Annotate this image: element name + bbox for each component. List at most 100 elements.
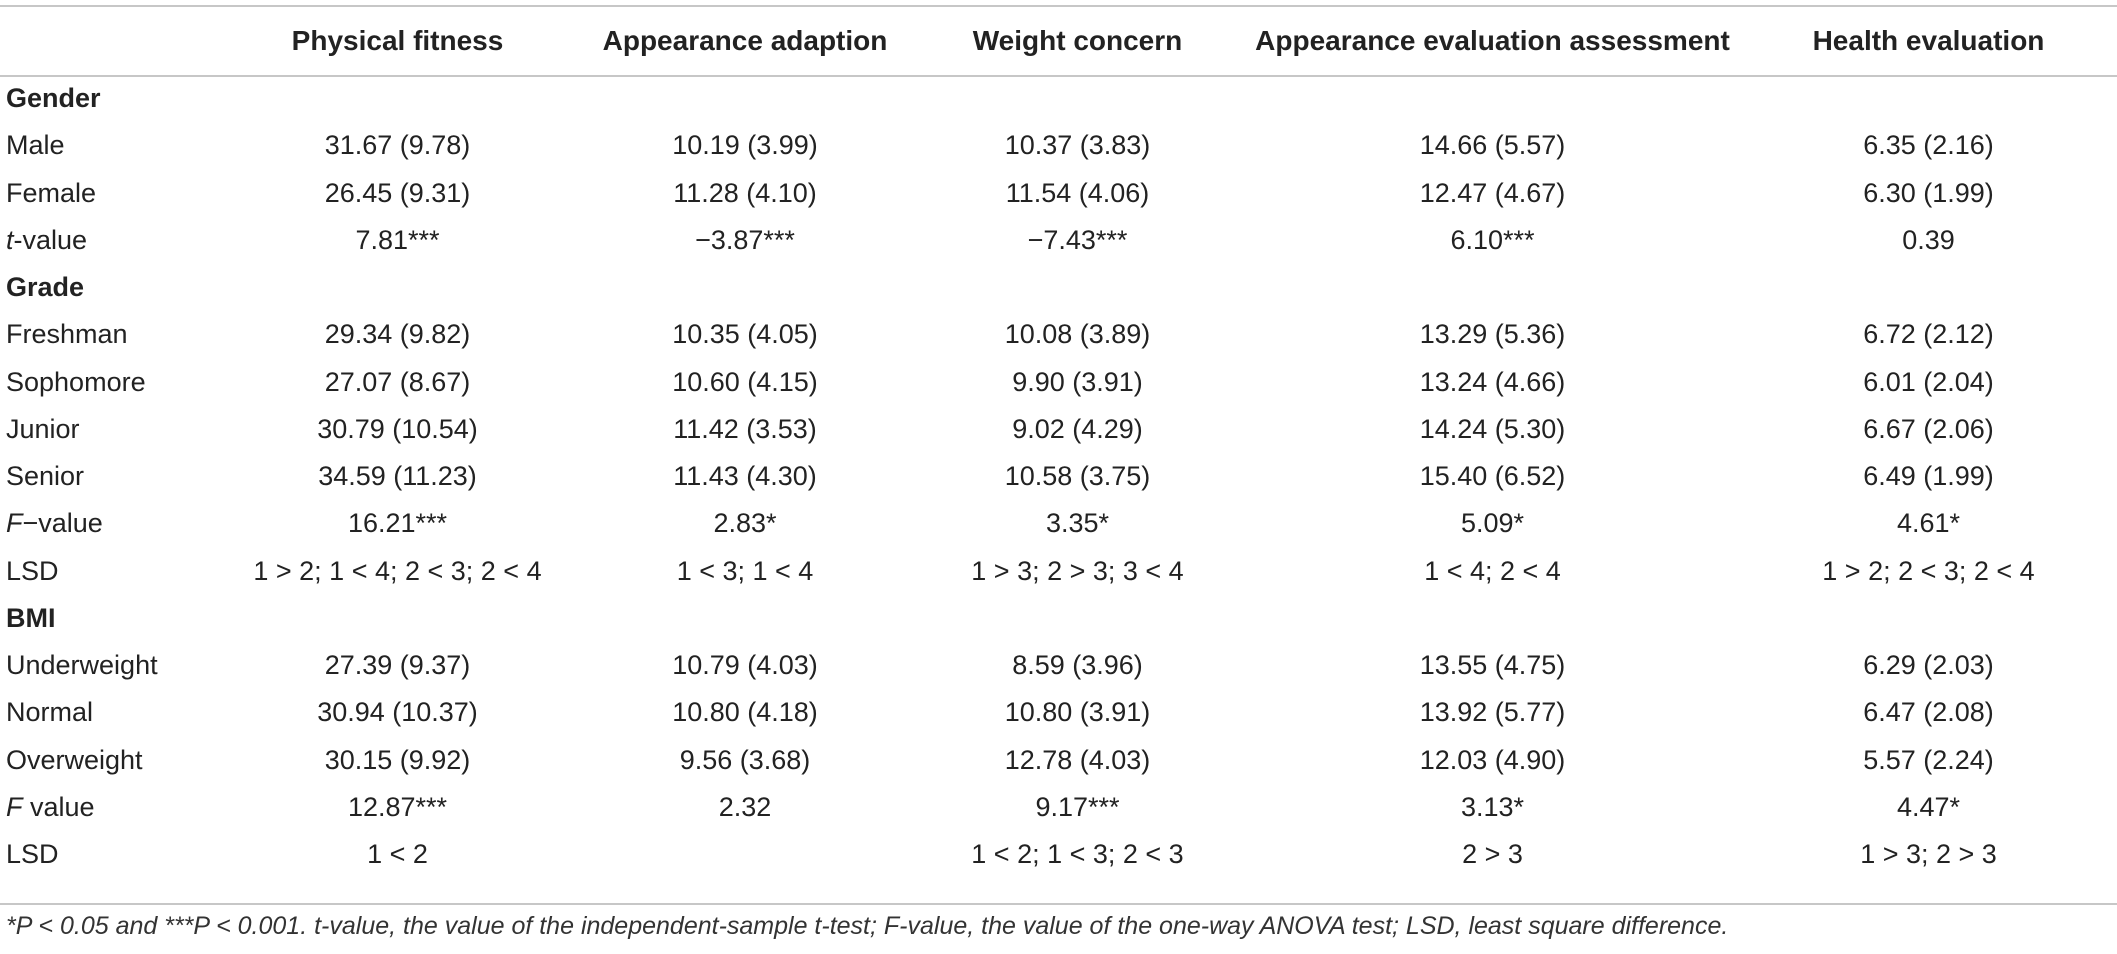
table-cell: 14.24 (5.30) — [1419, 413, 1566, 444]
table-cell — [1740, 75, 2117, 122]
table-cell: 6.29 (2.03) — [1863, 650, 1994, 681]
stat-symbol: F — [6, 791, 23, 822]
table-cell: 13.92 (5.77) — [1419, 697, 1566, 728]
row-label: Normal — [6, 697, 94, 728]
row-label: Female — [6, 177, 97, 208]
table-cell: 0.39 — [1902, 224, 1955, 255]
table-cell: 30.15 (9.92) — [324, 744, 471, 775]
row-label: Junior — [6, 413, 80, 444]
column-header: Physical fitness — [291, 25, 504, 56]
section-row: BMI — [0, 595, 2117, 642]
column-header: Appearance adaption — [602, 25, 888, 56]
table-cell: 11.28 (4.10) — [673, 177, 817, 208]
table-row: Junior 30.79 (10.54) 11.42 (3.53) 9.02 (4.2… — [0, 406, 2117, 453]
row-label: t-value — [0, 217, 215, 264]
table-cell: 26.45 (9.31) — [324, 177, 471, 208]
column-header: Appearance evaluation assessment — [1255, 25, 1730, 56]
table-cell — [910, 264, 1245, 311]
table-cell: 14.66 (5.57) — [1419, 130, 1566, 161]
table-cell: 3.13* — [1460, 791, 1525, 822]
row-label: Senior — [6, 461, 85, 492]
table-cell: 1 < 2; 1 < 3; 2 < 3 — [971, 839, 1184, 870]
table-cell: 10.80 (4.18) — [672, 697, 818, 728]
row-label: Male — [6, 130, 65, 161]
table-cell — [215, 595, 580, 642]
table-row: Female 26.45 (9.31) 11.28 (4.10) 11.54 (4.0… — [0, 170, 2117, 217]
table-cell: 2 > 3 — [1462, 839, 1523, 870]
row-label: LSD — [6, 839, 59, 870]
table-cell — [580, 595, 910, 642]
column-header — [0, 7, 215, 75]
row-label: LSD — [6, 555, 59, 586]
table-cell: 5.09* — [1460, 508, 1525, 539]
table-cell: 1 < 2 — [367, 839, 428, 870]
table-cell: 6.67 (2.06) — [1863, 413, 1994, 444]
table-cell: 11.43 (4.30) — [673, 461, 817, 492]
table-row: F−value 16.21*** 2.83* 3.35* 5.09* 4.61* — [0, 500, 2117, 547]
table-cell: 13.29 (5.36) — [1419, 319, 1566, 350]
top-rule — [0, 5, 2117, 7]
header-row: Physical fitness Appearance adaption Wei… — [0, 7, 2117, 75]
table-cell — [580, 75, 910, 122]
table-cell — [1740, 264, 2117, 311]
table-cell: 6.01 (2.04) — [1863, 366, 1994, 397]
column-header: Weight concern — [972, 25, 1183, 56]
table-cell — [580, 831, 910, 878]
table-cell: 1 > 2; 1 < 4; 2 < 3; 2 < 4 — [253, 555, 542, 586]
stat-symbol: F — [6, 508, 23, 539]
table-cell: 30.94 (10.37) — [317, 697, 478, 728]
bottom-rule — [0, 903, 2117, 905]
table-cell: 1 < 3; 1 < 4 — [676, 555, 814, 586]
column-header: Health evaluation — [1812, 25, 2045, 56]
table-cell: 6.35 (2.16) — [1863, 130, 1994, 161]
table-cell — [1245, 595, 1740, 642]
table-cell: 6.47 (2.08) — [1863, 697, 1994, 728]
table-cell: 12.47 (4.67) — [1419, 177, 1566, 208]
row-label: Underweight — [6, 650, 158, 681]
table-cell: 7.81*** — [355, 224, 440, 255]
table-row: Freshman 29.34 (9.82) 10.35 (4.05) 10.08 (3… — [0, 311, 2117, 358]
header-rule — [0, 75, 2117, 77]
stat-symbol: t — [6, 224, 14, 255]
table-cell: 4.47* — [1896, 791, 1961, 822]
table-footnote: *P < 0.05 and ***P < 0.001. t-value, the… — [6, 912, 1729, 940]
table-cell: 10.58 (3.75) — [1004, 461, 1151, 492]
table-row: F value 12.87*** 2.32 9.17*** 3.13* 4.47* — [0, 784, 2117, 831]
section-label: Gender — [6, 83, 101, 114]
table-cell — [910, 595, 1245, 642]
table-cell: 27.07 (8.67) — [324, 366, 471, 397]
table-cell: 27.39 (9.37) — [324, 650, 471, 681]
table-cell: 8.59 (3.96) — [1012, 650, 1143, 681]
table-cell: 31.67 (9.78) — [324, 130, 471, 161]
table-cell — [215, 75, 580, 122]
table-row: t-value 7.81*** −3.87*** −7.43*** 6.10*** 0.3… — [0, 217, 2117, 264]
table-cell: 12.87*** — [347, 791, 448, 822]
table-cell: 1 > 2; 2 < 3; 2 < 4 — [1822, 555, 2035, 586]
table-cell: 1 > 3; 2 > 3 — [1860, 839, 1997, 870]
table-cell: 34.59 (11.23) — [318, 461, 477, 492]
table-cell: 16.21*** — [347, 508, 448, 539]
section-row: Gender — [0, 75, 2117, 122]
row-label: F value — [0, 784, 215, 831]
table-cell — [1740, 595, 2117, 642]
table-cell: 13.24 (4.66) — [1419, 366, 1566, 397]
table-body: Gender Male 31.67 (9.78) 10.19 (3.99) 10.37 … — [0, 75, 2117, 878]
table-cell: 10.60 (4.15) — [672, 366, 818, 397]
table-cell: −3.87*** — [695, 224, 795, 255]
table-row: LSD 1 > 2; 1 < 4; 2 < 3; 2 < 4 1 < 3; 1 < … — [0, 548, 2117, 595]
table-cell: 6.10*** — [1450, 224, 1535, 255]
section-label: Grade — [6, 272, 85, 303]
stat-suffix: value — [22, 791, 95, 822]
table-cell: 5.57 (2.24) — [1863, 744, 1994, 775]
row-label: Overweight — [6, 744, 143, 775]
table-cell: −7.43*** — [1027, 224, 1128, 255]
table-cell: 1 < 4; 2 < 4 — [1424, 555, 1561, 586]
section-row: Grade — [0, 264, 2117, 311]
table-cell: 30.79 (10.54) — [317, 413, 478, 444]
table-cell — [1245, 75, 1740, 122]
table-cell: 2.83* — [713, 508, 777, 539]
table-cell: 10.19 (3.99) — [672, 130, 818, 161]
table-row: Senior 34.59 (11.23) 11.43 (4.30) 10.58 (3.… — [0, 453, 2117, 500]
table-row: Underweight 27.39 (9.37) 10.79 (4.03) 8.59 … — [0, 642, 2117, 689]
